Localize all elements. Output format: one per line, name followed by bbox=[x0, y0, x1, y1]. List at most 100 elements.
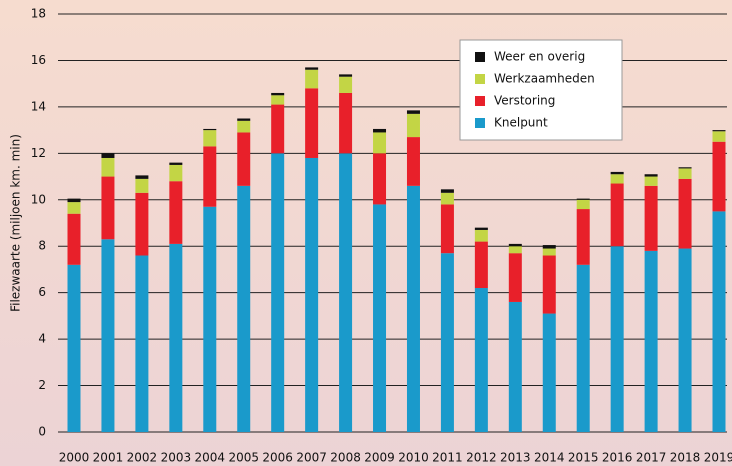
bar-segment bbox=[237, 132, 251, 186]
bar-segment bbox=[339, 153, 353, 433]
bar-segment bbox=[67, 213, 81, 265]
y-tick-label: 8 bbox=[38, 239, 46, 253]
bar-segment bbox=[305, 69, 319, 89]
bar-segment bbox=[135, 255, 149, 432]
bar-segment bbox=[576, 264, 590, 432]
legend-swatch bbox=[475, 52, 485, 62]
bar-segment bbox=[67, 198, 81, 203]
y-tick-label: 12 bbox=[31, 146, 46, 160]
x-tick-label: 2018 bbox=[670, 451, 701, 465]
bar-segment bbox=[373, 132, 387, 154]
x-tick-label: 2016 bbox=[602, 451, 633, 465]
bar-segment bbox=[135, 178, 149, 193]
bar-segment bbox=[406, 185, 420, 432]
bar-segment bbox=[135, 192, 149, 256]
bar-segment bbox=[542, 248, 556, 256]
legend-label: Werkzaamheden bbox=[494, 72, 595, 86]
bar-segment bbox=[712, 131, 726, 142]
bar-segment bbox=[101, 157, 115, 177]
y-tick-label: 14 bbox=[31, 99, 46, 113]
y-tick-label: 10 bbox=[31, 192, 46, 206]
bar-segment bbox=[610, 183, 624, 247]
bar-segment bbox=[339, 92, 353, 154]
bar-segment bbox=[474, 241, 488, 289]
bar-segment bbox=[542, 313, 556, 432]
bar-segment bbox=[203, 128, 217, 131]
bar-segment bbox=[474, 227, 488, 230]
x-tick-label: 2012 bbox=[466, 451, 497, 465]
bar-segment bbox=[644, 250, 658, 432]
x-tick-label: 2013 bbox=[500, 451, 531, 465]
y-tick-label: 18 bbox=[31, 7, 46, 21]
legend-swatch bbox=[475, 74, 485, 84]
x-tick-label: 2009 bbox=[364, 451, 395, 465]
x-tick-label: 2014 bbox=[534, 451, 565, 465]
bar-segment bbox=[610, 246, 624, 432]
bar-segment bbox=[169, 162, 183, 165]
x-tick-label: 2017 bbox=[636, 451, 667, 465]
bar-segment bbox=[644, 176, 658, 186]
bar-segment bbox=[67, 202, 81, 214]
bar-segment bbox=[440, 253, 454, 432]
bar-segment bbox=[339, 74, 353, 77]
x-tick-label: 2005 bbox=[228, 451, 259, 465]
y-tick-label: 0 bbox=[38, 425, 46, 439]
bar-segment bbox=[576, 199, 590, 210]
bar-segment bbox=[373, 128, 387, 133]
bar-segment bbox=[406, 137, 420, 186]
bar-segment bbox=[305, 88, 319, 158]
legend-swatch bbox=[475, 118, 485, 128]
bar-segment bbox=[271, 153, 285, 433]
x-tick-label: 2010 bbox=[398, 451, 429, 465]
bar-segment bbox=[203, 146, 217, 207]
x-tick-label: 2007 bbox=[296, 451, 327, 465]
x-tick-label: 2008 bbox=[330, 451, 361, 465]
bar-segment bbox=[203, 206, 217, 432]
bar-segment bbox=[271, 92, 285, 96]
bar-segment bbox=[440, 192, 454, 205]
bar-segment bbox=[101, 153, 115, 158]
y-tick-label: 4 bbox=[38, 332, 46, 346]
bar-segment bbox=[169, 164, 183, 182]
x-tick-label: 2003 bbox=[161, 451, 192, 465]
legend-swatch bbox=[475, 96, 485, 106]
bar-segment bbox=[508, 243, 522, 247]
x-tick-label: 2011 bbox=[432, 451, 463, 465]
bar-segment bbox=[712, 130, 726, 132]
legend-label: Verstoring bbox=[494, 94, 555, 108]
x-tick-label: 2001 bbox=[93, 451, 124, 465]
bar-segment bbox=[712, 141, 726, 212]
y-tick-label: 2 bbox=[38, 378, 46, 392]
bar-segment bbox=[101, 239, 115, 432]
bar-segment bbox=[576, 209, 590, 265]
x-tick-label: 2004 bbox=[195, 451, 226, 465]
bar-segment bbox=[135, 175, 149, 179]
bar-segment bbox=[237, 118, 251, 121]
bar-segment bbox=[305, 157, 319, 432]
x-tick-label: 2002 bbox=[127, 451, 158, 465]
bar-segment bbox=[474, 288, 488, 432]
bar-segment bbox=[373, 204, 387, 432]
bar-segment bbox=[101, 176, 115, 240]
bar-segment bbox=[508, 301, 522, 432]
x-tick-label: 2000 bbox=[59, 451, 90, 465]
bar-segment bbox=[678, 248, 692, 432]
bar-segment bbox=[169, 243, 183, 432]
bar-segment bbox=[271, 95, 285, 105]
bar-segment bbox=[542, 255, 556, 314]
bar-segment bbox=[644, 174, 658, 177]
x-tick-label: 2015 bbox=[568, 451, 599, 465]
legend-label: Weer en overig bbox=[494, 50, 585, 64]
bar-segment bbox=[712, 211, 726, 432]
bar-segment bbox=[440, 204, 454, 254]
bar-segment bbox=[508, 246, 522, 254]
bar-segment bbox=[576, 198, 590, 200]
bar-segment bbox=[237, 120, 251, 133]
bar-segment bbox=[203, 130, 217, 147]
bar-segment bbox=[406, 113, 420, 138]
bar-segment bbox=[339, 76, 353, 93]
legend-label: Knelpunt bbox=[494, 116, 548, 130]
bar-segment bbox=[237, 185, 251, 432]
bar-segment bbox=[542, 245, 556, 249]
